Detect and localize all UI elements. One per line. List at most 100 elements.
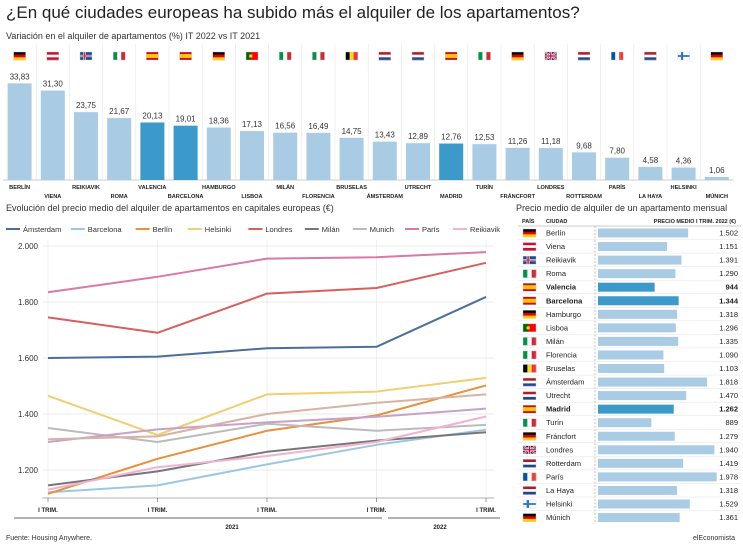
table-bar	[598, 255, 682, 265]
legend-item: Barcelona	[70, 225, 123, 234]
flag-it-icon	[522, 269, 537, 278]
legend-label: Helsinki	[205, 225, 232, 234]
bar-value-label: 9,68	[576, 141, 592, 150]
bar-value-label: 1,06	[709, 166, 725, 175]
y-tick-label: 1.400	[18, 410, 39, 419]
bar-value-label: 14,75	[342, 127, 363, 136]
legend-item: Londres	[248, 225, 293, 234]
table-value: 1.470	[719, 391, 738, 400]
table-value: 944	[725, 283, 738, 292]
bar-value-label: 12,53	[474, 133, 495, 142]
table-value: 889	[725, 418, 738, 427]
legend-item: Milán	[304, 225, 340, 234]
bar-category-label: MÚNICH	[706, 193, 728, 200]
table-header-country: PAÍS	[522, 217, 535, 225]
table-city: Múnich	[546, 513, 570, 522]
table-city: Milán	[546, 337, 564, 346]
table-value: 1.318	[719, 310, 738, 319]
legend-item: Berlín	[135, 225, 173, 234]
table-value: 1.335	[719, 337, 738, 346]
table-row: Roma 1.290	[518, 266, 741, 279]
bar-category-label: BARCELONA	[168, 194, 204, 200]
bar-category-label: TURÍN	[476, 183, 493, 191]
x-tick-label: I TRIM.	[38, 508, 58, 514]
table-row: Lisboa 1.296	[518, 320, 741, 333]
table-city: Reikiavik	[546, 256, 576, 265]
flag-be-icon	[345, 51, 358, 61]
legend-item: Helsinki	[187, 225, 232, 234]
table-city: Berlín	[546, 229, 566, 238]
table-bar	[598, 309, 678, 319]
table-bar	[598, 336, 679, 346]
bar	[7, 83, 32, 180]
series-line-utrecht	[47, 393, 487, 441]
table-bar	[598, 418, 652, 428]
flag-pt-icon	[522, 323, 537, 333]
bar-value-label: 11,26	[508, 137, 528, 146]
table-row: Utrecht 1.470	[518, 388, 741, 401]
bar-value-label: 19,01	[176, 115, 197, 124]
flag-gb-icon	[544, 51, 558, 61]
legend-label: Berlín	[153, 225, 173, 234]
bar-category-label: HELSINKI	[671, 185, 698, 191]
series-line-reikiavik	[47, 415, 487, 491]
table-city: Viena	[546, 242, 566, 251]
legend-item: Munich	[352, 225, 394, 234]
table-bar	[598, 323, 676, 333]
table-value: 1.151	[719, 242, 738, 251]
flag-nl-icon	[411, 51, 425, 61]
table-row: Turín 889	[518, 415, 741, 428]
bar-category-label: LISBOA	[241, 194, 262, 200]
y-tick-label: 2.000	[18, 242, 39, 251]
bar	[572, 152, 596, 180]
flag-nl-icon	[378, 51, 391, 61]
table-row: Berlín 1.502	[522, 228, 738, 238]
bar-category-label: ROTTERDAM	[566, 194, 602, 200]
flag-de-icon	[13, 51, 26, 61]
series-line-milan	[47, 431, 487, 487]
legend-label: Londres	[265, 225, 292, 234]
flag-nl-icon	[522, 377, 537, 387]
flag-gb-icon	[522, 445, 537, 455]
table-city: Lisboa	[546, 323, 569, 332]
y-tick-label: 1.600	[18, 354, 39, 363]
flag-it-icon	[522, 337, 537, 346]
bar-category-label: BERLÍN	[9, 183, 30, 191]
bar-category-label: MADRID	[440, 194, 462, 200]
legend-label: Barcelona	[88, 225, 123, 234]
flag-es-icon	[522, 404, 537, 414]
line-chart: Ámsterdam Barcelona Berlín Helsinki Londres M…	[6, 225, 500, 531]
series-line-amsterdam	[47, 296, 487, 359]
bar	[206, 127, 231, 180]
table-city: Valencia	[546, 283, 577, 292]
bar	[406, 143, 430, 180]
flag-nl-icon	[522, 486, 537, 495]
table-row: Florencia 1.090	[518, 347, 741, 360]
flag-fi-icon	[522, 499, 537, 509]
price-table: PAÍS CIUDAD PRECIO MEDIO I TRIM. 2022 (€) B…	[518, 217, 741, 525]
bar-value-label: 16,56	[275, 122, 296, 131]
flag-es-icon	[146, 51, 159, 61]
table-row: Madrid 1.262	[518, 401, 741, 414]
legend-label: Ámsterdam	[23, 225, 61, 234]
table-value: 1.419	[719, 459, 738, 468]
bar-value-label: 4,36	[676, 157, 692, 166]
series-line-helsinki	[47, 376, 487, 436]
table-row: Ámsterdam 1.818	[518, 374, 741, 387]
legend-label: Milán	[322, 225, 340, 234]
table-value: 1.502	[719, 229, 738, 238]
table-header-city: CIUDAD	[546, 219, 567, 225]
table-bar	[598, 499, 690, 509]
table-bar	[598, 458, 684, 468]
bar	[339, 137, 364, 180]
legend-item: Reikiavik	[453, 225, 500, 234]
table-row: Milán 1.335	[518, 334, 741, 346]
flag-it-icon	[522, 418, 537, 427]
table-value: 1.296	[719, 323, 738, 332]
bar-category-label: VALENCIA	[138, 185, 166, 191]
bar-value-label: 16,49	[308, 122, 329, 131]
table-city: Roma	[546, 269, 567, 278]
table-row: Rotterdam 1.419	[518, 456, 741, 468]
bar-category-label: LONDRES	[537, 185, 565, 191]
bar-category-label: ROMA	[111, 194, 128, 200]
